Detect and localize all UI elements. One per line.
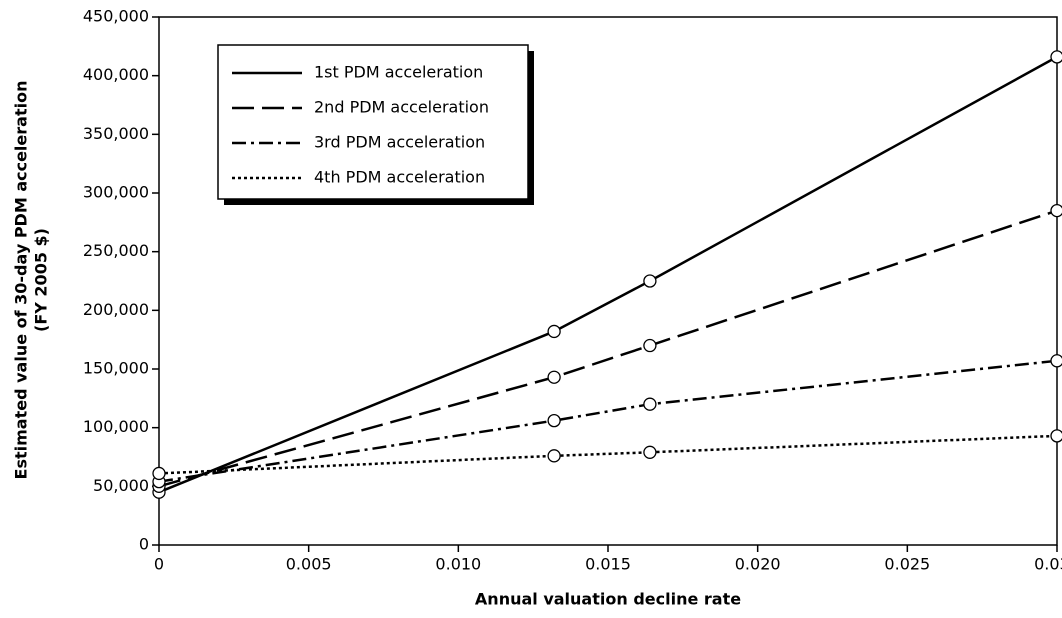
- x-tick-label: 0: [154, 555, 164, 574]
- y-tick-label: 250,000: [83, 241, 149, 260]
- y-tick-label: 350,000: [83, 124, 149, 143]
- x-tick-label: 0.015: [585, 555, 631, 574]
- point-marker: [1050, 203, 1062, 218]
- x-tick-label: 0.025: [884, 555, 930, 574]
- point-marker: [547, 370, 561, 384]
- point-marker: [643, 274, 657, 288]
- line-series: [158, 434, 1058, 475]
- line-series: [158, 55, 1058, 494]
- y-tick-label: 100,000: [83, 417, 149, 436]
- legend-label: 3rd PDM acceleration: [314, 133, 485, 152]
- y-axis-label: (FY 2005 $): [32, 228, 51, 332]
- y-axis-label: Estimated value of 30-day PDM accelerati…: [12, 81, 31, 480]
- point-marker: [643, 445, 657, 459]
- y-tick-label: 50,000: [93, 476, 149, 495]
- y-tick-label: 450,000: [83, 7, 149, 26]
- point-marker: [547, 449, 561, 463]
- x-tick-label: 0.020: [735, 555, 781, 574]
- point-marker: [643, 338, 657, 353]
- y-tick-label: 300,000: [83, 183, 149, 202]
- point-marker: [547, 324, 561, 339]
- legend-box: [217, 44, 529, 200]
- y-tick-label: 0: [139, 535, 149, 554]
- y-tick-label: 150,000: [83, 359, 149, 378]
- legend-label: 4th PDM acceleration: [314, 168, 485, 187]
- y-tick-label: 400,000: [83, 65, 149, 84]
- point-marker: [1050, 50, 1062, 64]
- legend-label: 2nd PDM acceleration: [314, 98, 489, 117]
- y-tick-label: 200,000: [83, 300, 149, 319]
- point-marker: [547, 413, 561, 428]
- x-tick-label: 0.030: [1034, 555, 1062, 574]
- point-marker: [1050, 429, 1062, 443]
- x-tick-label: 0.010: [435, 555, 481, 574]
- legend-label: 1st PDM acceleration: [314, 63, 483, 82]
- line-series: [158, 359, 1058, 483]
- line-series: [158, 209, 1058, 488]
- x-axis-label: Annual valuation decline rate: [475, 590, 741, 609]
- point-marker: [152, 466, 166, 481]
- point-marker: [1050, 354, 1062, 368]
- point-marker: [643, 397, 657, 411]
- x-tick-label: 0.005: [286, 555, 332, 574]
